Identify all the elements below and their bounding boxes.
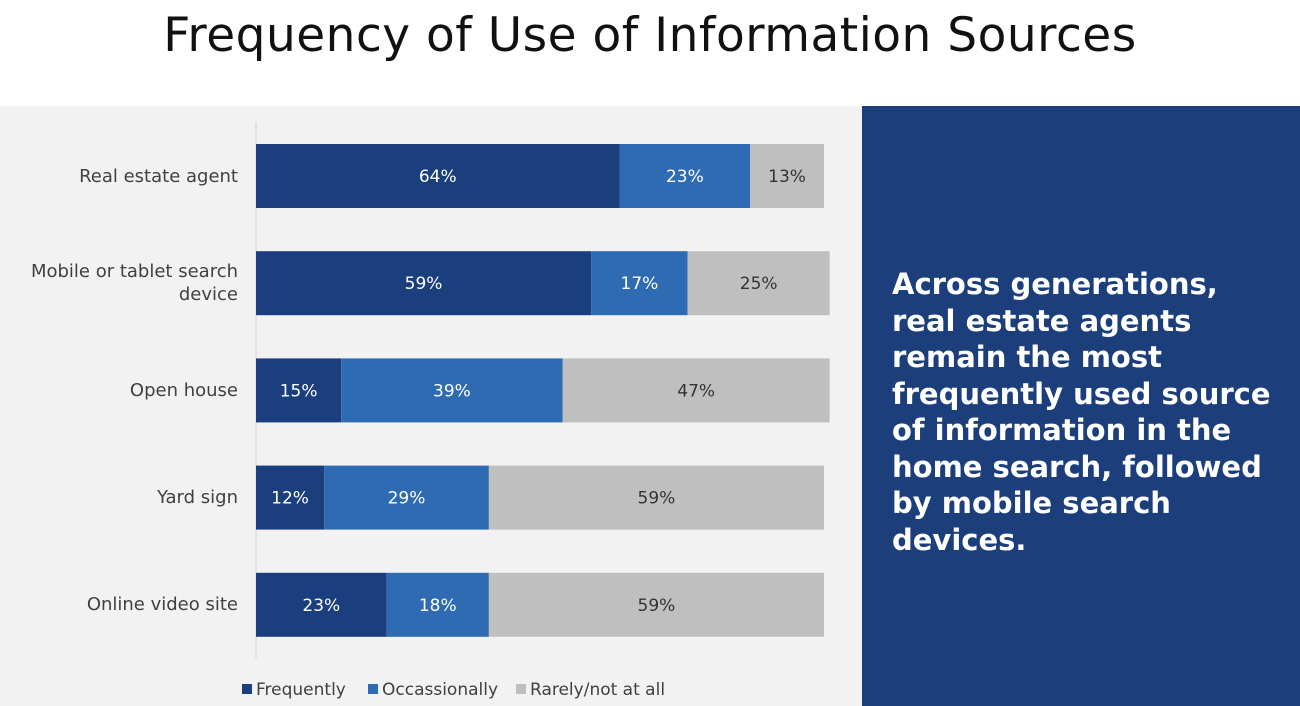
bar-segment <box>256 358 342 423</box>
value-label: 18% <box>419 596 457 616</box>
value-label: 47% <box>677 381 715 401</box>
bar-segment <box>488 572 824 637</box>
side-panel: Across generations, real estate agents r… <box>862 106 1300 706</box>
category-label: Open house <box>129 379 238 401</box>
bar-segment <box>619 144 751 208</box>
chart-title: Frequency of Use of Information Sources <box>163 8 1137 63</box>
bar-segment <box>256 465 325 530</box>
value-label: 59% <box>638 596 676 616</box>
value-label: 13% <box>768 167 806 187</box>
annotation: Across generations, real estate agents r… <box>892 267 1271 557</box>
value-label: 29% <box>388 489 426 509</box>
bar-segment <box>386 572 489 637</box>
legend-swatch <box>516 684 526 694</box>
value-label: 12% <box>271 489 309 509</box>
value-label: 39% <box>433 381 471 401</box>
value-label: 23% <box>302 596 340 616</box>
bar-segment <box>750 144 824 208</box>
value-label: 25% <box>740 274 778 294</box>
category-label: Online video site <box>86 594 238 616</box>
legend-label: Frequently <box>256 680 346 700</box>
bar-segment <box>591 251 688 316</box>
value-label: 17% <box>621 274 659 294</box>
bar-segment <box>324 465 489 530</box>
category-label: Yard sign <box>157 487 238 509</box>
value-label: 59% <box>638 489 676 509</box>
legend-label: Rarely/not at all <box>530 680 665 700</box>
legend-swatch <box>242 684 252 694</box>
value-label: 64% <box>419 167 457 187</box>
bar-segment <box>256 251 592 316</box>
bar-segment <box>341 358 563 423</box>
bar-segment <box>256 144 620 208</box>
bar-segment <box>562 358 830 423</box>
value-label: 59% <box>405 274 443 294</box>
legend-label: Occassionally <box>382 680 498 700</box>
value-label: 23% <box>666 167 704 187</box>
legend-swatch <box>368 684 378 694</box>
bar-segment <box>488 465 824 530</box>
category-label: Real estate agent <box>79 165 238 187</box>
bar-segment <box>687 251 830 316</box>
category-label: Mobile or tablet search device <box>30 261 238 306</box>
bar-segment <box>256 572 387 637</box>
value-label: 15% <box>280 381 318 401</box>
